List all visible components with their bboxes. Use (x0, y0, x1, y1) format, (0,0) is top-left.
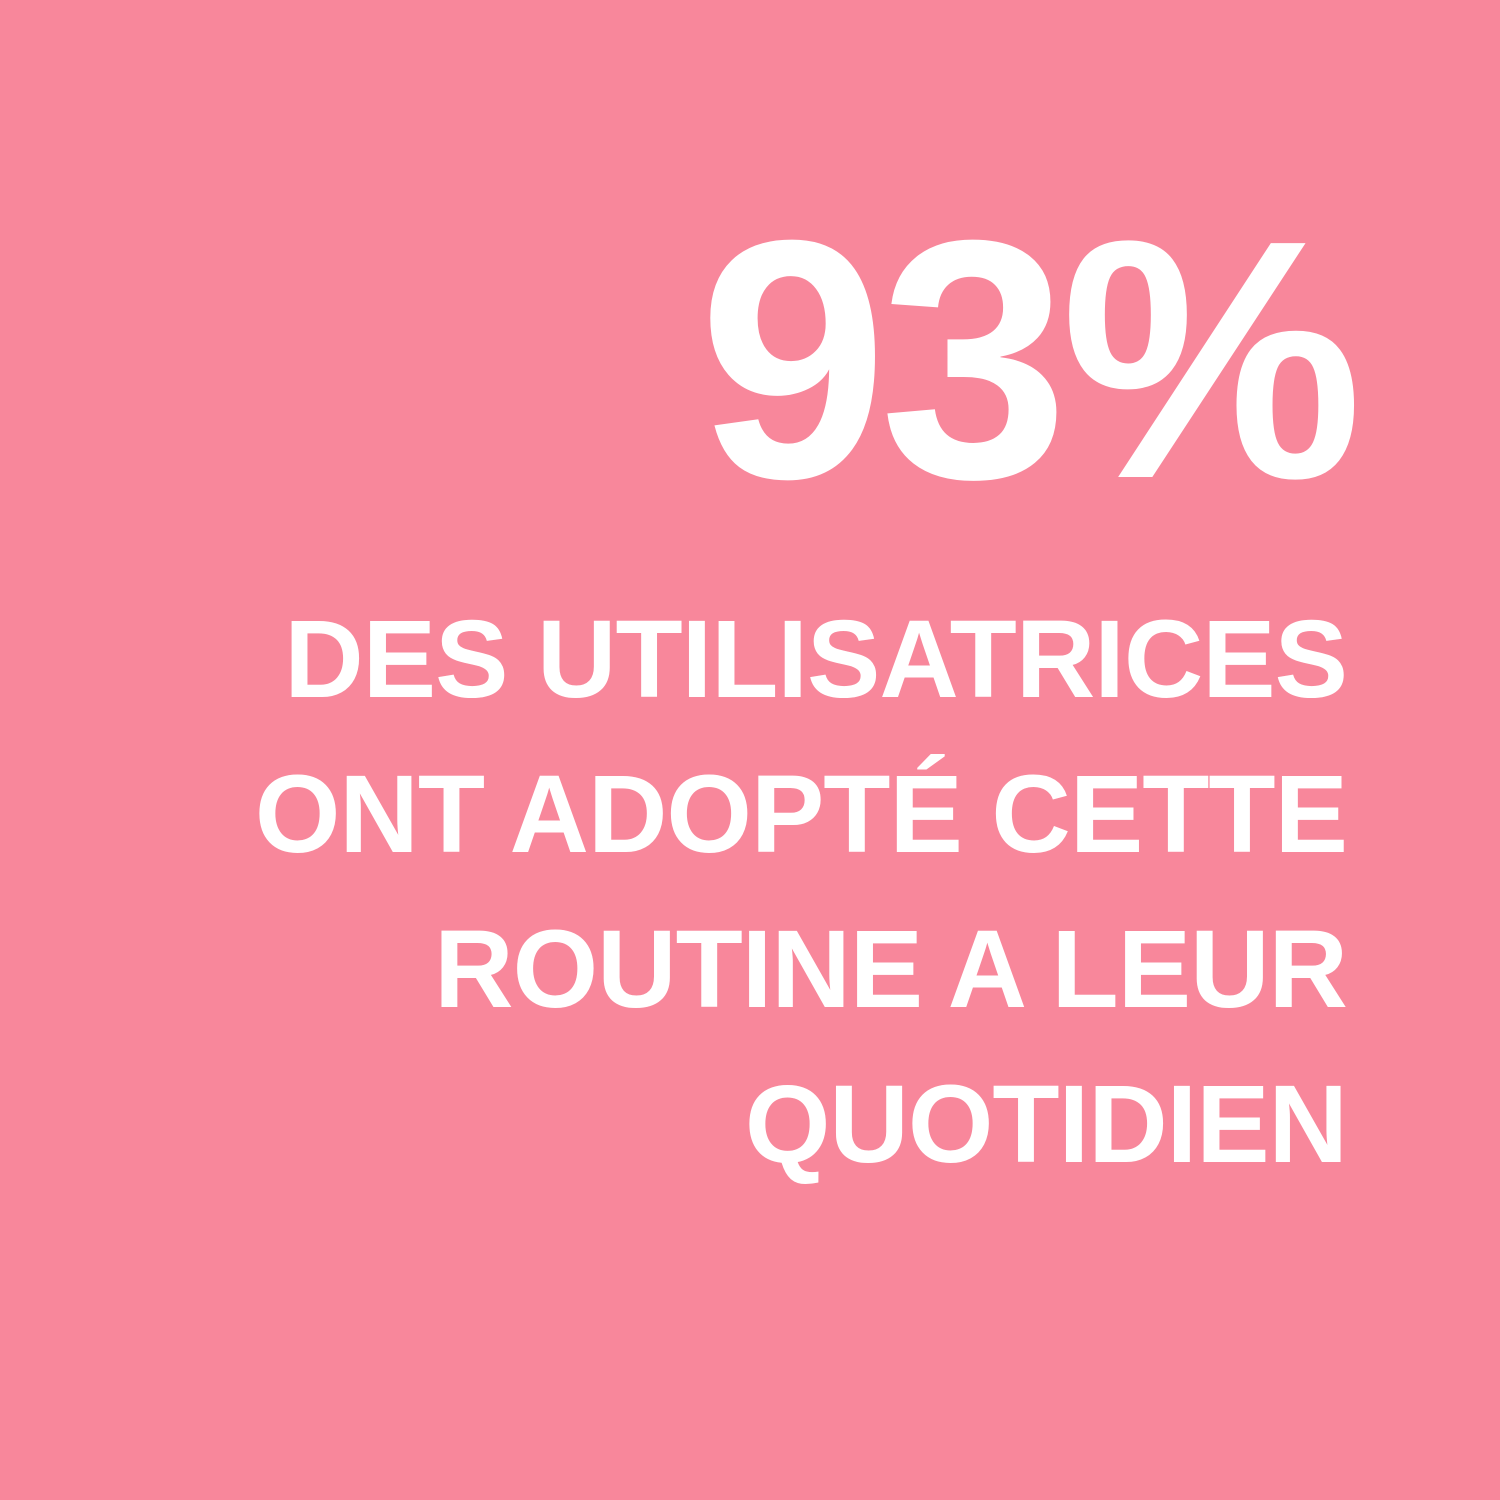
stat-description-line-3: ROUTINE A LEUR (434, 908, 1348, 1031)
stat-block: 93% DES UTILISATRICES ONT ADOPTÉ CETTE R… (254, 190, 1363, 1202)
stat-description-line-4: QUOTIDIEN (744, 1063, 1348, 1186)
stat-description: DES UTILISATRICES ONT ADOPTÉ CETTE ROUTI… (254, 582, 1348, 1202)
stat-description-line-2: ONT ADOPTÉ CETTE (254, 753, 1348, 876)
stat-description-line-1: DES UTILISATRICES (284, 598, 1348, 721)
stat-value: 93% (698, 170, 1364, 550)
